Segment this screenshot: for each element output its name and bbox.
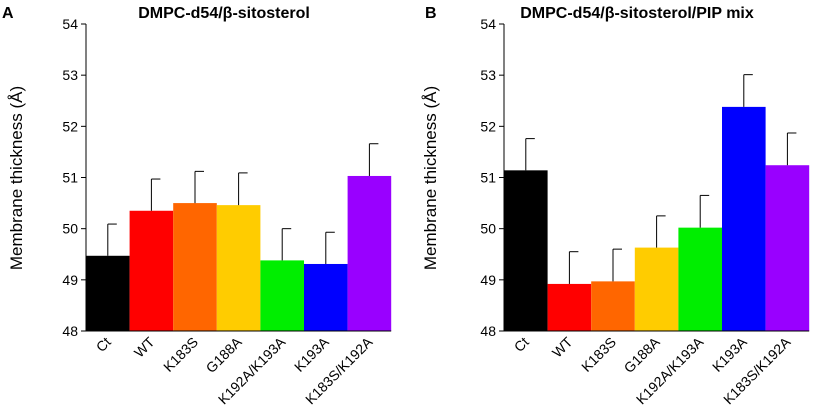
panel-b-bar-ct — [504, 170, 548, 331]
panel-a-y-axis-label: Membrane thickness (Å) — [7, 86, 26, 270]
panel-b: B DMPC-d54/β-sitosterol/PIP mix Membrane… — [421, 5, 810, 407]
panel-a-bar-ct — [86, 255, 130, 331]
panel-b-bars — [504, 74, 810, 331]
panel-a-bar-k193a — [304, 263, 348, 331]
panel-a-letter: A — [2, 5, 14, 22]
panel-b-bar-k193a — [722, 106, 766, 331]
panel-b-y-tick-label: 48 — [480, 323, 496, 339]
panel-a-x-tick-label: K183S — [160, 334, 201, 375]
panel-a-bar-k183s-k192a — [347, 175, 392, 331]
panel-a-bar-k183s — [173, 203, 217, 331]
panel-a-y-tick-label: 50 — [62, 221, 78, 237]
panel-a: A DMPC-d54/β-sitosterol Membrane thickne… — [2, 5, 392, 407]
panel-b-y-tick-label: 50 — [480, 221, 496, 237]
panel-b-y-tick-label: 53 — [480, 67, 496, 83]
panel-b-bar-g188a — [634, 247, 679, 331]
panel-b-y-tick-label: 49 — [480, 272, 496, 288]
panel-b-x-tick-label: G188A — [621, 333, 664, 376]
panel-b-y-ticks: 48 49 50 51 52 53 54 — [480, 16, 504, 339]
panel-b-y-tick-label: 54 — [480, 16, 496, 32]
panel-b-axes — [499, 24, 810, 332]
panel-b-title: DMPC-d54/β-sitosterol/PIP mix — [520, 5, 754, 22]
panel-a-x-tick-label: G188A — [203, 333, 246, 376]
panel-a-x-tick-label: Ct — [93, 334, 114, 355]
panel-a-bar-k192a-k193a — [260, 260, 304, 331]
panel-a-y-tick-label: 49 — [62, 272, 78, 288]
panel-b-bar-k183s-k192a — [765, 165, 810, 331]
panel-b-bar-k192a-k193a — [678, 227, 722, 331]
panel-a-title: DMPC-d54/β-sitosterol — [138, 5, 310, 22]
panel-a-y-tick-label: 53 — [62, 67, 78, 83]
panel-a-x-tick-label: WT — [131, 333, 158, 360]
panel-a-y-tick-label: 48 — [62, 323, 78, 339]
panel-a-x-tick-label: K193A — [291, 333, 333, 375]
panel-a-y-ticks: 48 49 50 51 52 53 54 — [62, 16, 86, 339]
panel-b-x-tick-label: WT — [549, 333, 576, 360]
panel-b-bar-wt — [547, 283, 592, 331]
panel-b-x-tick-label: K183S — [578, 334, 619, 375]
panel-a-bars — [86, 143, 392, 331]
panel-a-axes — [81, 24, 392, 332]
panel-b-bar-k183s — [591, 281, 635, 331]
panel-b-x-tick-label: Ct — [511, 334, 532, 355]
panel-b-letter: B — [425, 5, 437, 22]
panel-b-y-axis-label: Membrane thickness (Å) — [421, 86, 440, 270]
panel-a-y-tick-label: 52 — [62, 118, 78, 134]
panel-a-y-tick-label: 54 — [62, 16, 78, 32]
panel-a-y-tick-label: 51 — [62, 170, 78, 186]
panel-a-bar-g188a — [216, 205, 261, 331]
panel-b-y-tick-label: 51 — [480, 170, 496, 186]
panel-b-x-tick-label: K193A — [709, 333, 751, 375]
panel-b-y-tick-label: 52 — [480, 118, 496, 134]
panel-a-bar-wt — [129, 210, 174, 331]
